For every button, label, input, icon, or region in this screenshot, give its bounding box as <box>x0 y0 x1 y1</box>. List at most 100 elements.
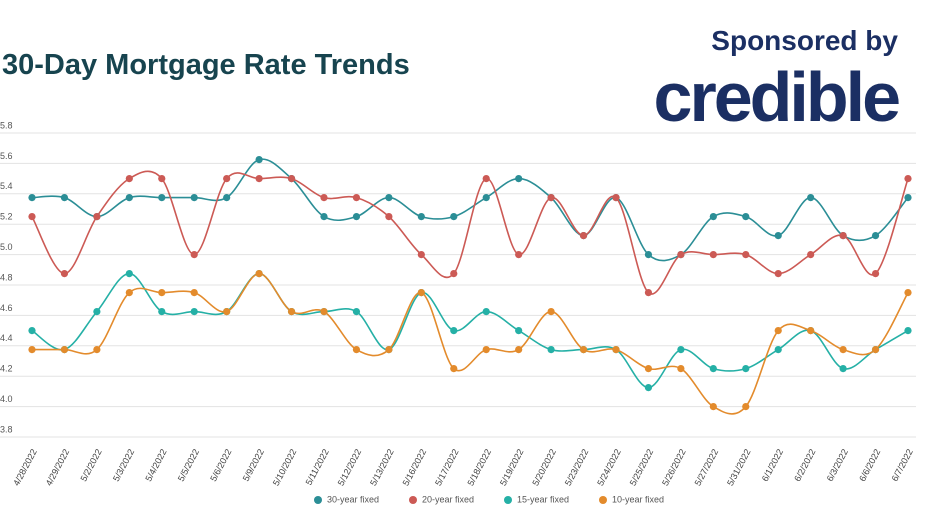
data-point <box>450 365 458 373</box>
data-point <box>158 175 166 183</box>
data-point <box>190 251 198 259</box>
data-point <box>547 346 555 354</box>
x-tick-label: 5/13/2022 <box>368 447 396 487</box>
data-point <box>385 194 393 202</box>
y-tick-label: 4.4 <box>0 333 13 343</box>
y-tick-label: 5.0 <box>0 242 13 252</box>
chart-title: 30-Day Mortgage Rate Trends <box>2 49 410 81</box>
data-point <box>320 308 328 316</box>
data-point <box>93 308 101 316</box>
data-point <box>742 251 750 259</box>
data-point <box>871 346 880 354</box>
x-tick-label: 5/12/2022 <box>336 447 364 487</box>
data-point <box>320 194 328 202</box>
legend-label: 10-year fixed <box>612 494 664 504</box>
data-point <box>904 175 912 183</box>
series-line <box>32 272 909 415</box>
data-point <box>450 213 458 221</box>
data-point <box>644 384 653 392</box>
data-point <box>417 251 425 259</box>
x-tick-label: 5/11/2022 <box>304 447 331 486</box>
data-point <box>839 365 847 373</box>
data-point <box>547 194 555 202</box>
data-point <box>515 327 523 335</box>
data-point <box>60 194 69 202</box>
data-point <box>93 346 101 354</box>
data-point <box>255 270 263 278</box>
x-tick-label: 5/25/2022 <box>628 447 656 487</box>
data-point <box>385 346 393 354</box>
x-tick-label: 5/31/2022 <box>725 447 753 487</box>
data-point <box>158 308 166 316</box>
y-tick-label: 3.8 <box>0 424 13 434</box>
data-point <box>223 308 231 316</box>
data-point <box>385 213 393 221</box>
legend-label: 30-year fixed <box>327 494 379 504</box>
data-point <box>774 346 782 354</box>
x-tick-label: 6/2/2022 <box>792 447 817 483</box>
data-point <box>644 365 653 373</box>
data-point <box>612 194 620 202</box>
legend-label: 15-year fixed <box>517 494 569 504</box>
data-point <box>60 346 69 354</box>
data-point <box>515 251 523 259</box>
data-point <box>644 289 653 297</box>
x-tick-label: 4/28/2022 <box>11 447 39 487</box>
data-point <box>742 403 750 411</box>
data-point <box>190 289 198 297</box>
data-point <box>28 327 36 335</box>
x-tick-label: 5/5/2022 <box>176 447 201 483</box>
data-point <box>28 213 36 221</box>
data-point <box>450 327 458 335</box>
x-tick-label: 5/27/2022 <box>693 447 721 487</box>
data-point <box>482 175 490 183</box>
data-point <box>190 194 198 202</box>
x-tick-label: 5/16/2022 <box>401 447 429 487</box>
x-tick-label: 5/20/2022 <box>530 447 558 487</box>
data-point <box>125 175 133 183</box>
data-point <box>904 327 912 335</box>
y-tick-label: 5.4 <box>0 181 13 191</box>
legend-label: 20-year fixed <box>422 494 474 504</box>
data-point <box>807 327 815 335</box>
data-point <box>807 194 815 202</box>
series-line <box>31 158 909 262</box>
y-tick-label: 5.8 <box>0 120 13 130</box>
legend-marker <box>504 496 512 504</box>
data-point <box>93 213 101 221</box>
data-point <box>352 346 361 354</box>
data-point <box>709 365 717 373</box>
data-point <box>612 346 620 354</box>
data-point <box>223 194 231 202</box>
x-tick-label: 4/29/2022 <box>44 447 72 487</box>
data-point <box>190 308 198 316</box>
data-point <box>839 232 847 240</box>
data-point <box>709 403 717 411</box>
data-point <box>482 346 490 354</box>
data-point <box>709 251 717 259</box>
data-point <box>417 289 425 297</box>
data-point <box>904 289 912 297</box>
data-point <box>255 156 263 164</box>
legend-marker <box>314 496 322 504</box>
data-point <box>60 270 69 278</box>
y-tick-label: 5.2 <box>0 212 13 222</box>
x-tick-label: 5/10/2022 <box>271 447 299 487</box>
data-point <box>417 213 425 221</box>
legend-marker <box>409 496 417 504</box>
legend-marker <box>599 496 607 504</box>
y-tick-label: 4.2 <box>0 364 13 374</box>
y-tick-label: 4.0 <box>0 394 13 404</box>
data-point <box>904 194 912 202</box>
y-tick-label: 4.6 <box>0 303 13 313</box>
data-point <box>871 232 880 240</box>
x-tick-label: 6/7/2022 <box>890 447 915 483</box>
data-point <box>742 213 750 221</box>
x-tick-label: 6/3/2022 <box>825 447 850 483</box>
data-point <box>287 175 296 183</box>
data-point <box>158 289 166 297</box>
x-tick-label: 5/18/2022 <box>465 447 493 487</box>
y-tick-label: 4.8 <box>0 272 13 282</box>
sponsor-logo: credible <box>654 58 900 136</box>
